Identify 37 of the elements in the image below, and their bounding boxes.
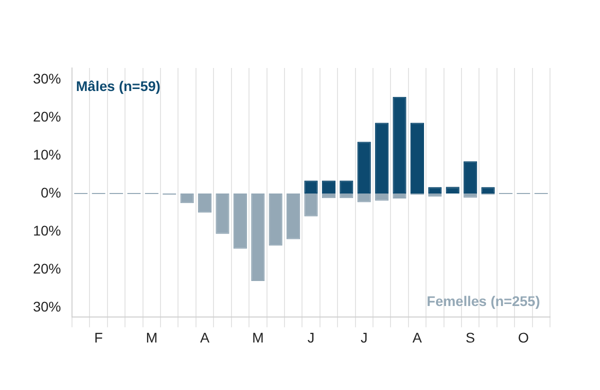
bar (375, 122, 389, 194)
x-tick-label: A (200, 329, 210, 346)
y-tick-label: 30% (32, 70, 62, 86)
x-tick-label: J (360, 329, 368, 346)
bar (268, 194, 282, 246)
bar (233, 194, 247, 249)
bar (428, 187, 442, 194)
y-tick-label: 30% (32, 298, 62, 315)
bar (251, 194, 265, 282)
bar (410, 122, 424, 194)
bar (304, 194, 318, 216)
x-tick-label: M (146, 329, 158, 346)
y-tick-label: 10% (32, 146, 62, 162)
bar (481, 187, 495, 194)
x-tick-label: F (94, 329, 103, 346)
bar (357, 142, 371, 194)
x-tick-label: M (252, 329, 264, 346)
bar (216, 194, 230, 234)
y-tick-label: 0% (40, 184, 62, 200)
x-tick-label: S (466, 329, 476, 346)
bar (286, 194, 300, 240)
y-tick-label: 20% (32, 108, 62, 124)
bar (464, 161, 478, 194)
bar (446, 187, 460, 194)
x-tick-label: A (412, 329, 423, 346)
y-tick-label: 10% (32, 222, 62, 238)
bar (464, 194, 478, 198)
bar (392, 96, 406, 194)
bar (322, 194, 336, 198)
bar (340, 194, 354, 198)
text: Femelles (n=255) (426, 293, 540, 310)
bar (392, 194, 406, 198)
text: Mâles (n=59) (76, 78, 160, 94)
y-tick-label: 20% (32, 260, 62, 276)
bar (375, 194, 389, 201)
x-tick-label: O (518, 329, 529, 346)
x-tick-label: J (308, 329, 315, 346)
